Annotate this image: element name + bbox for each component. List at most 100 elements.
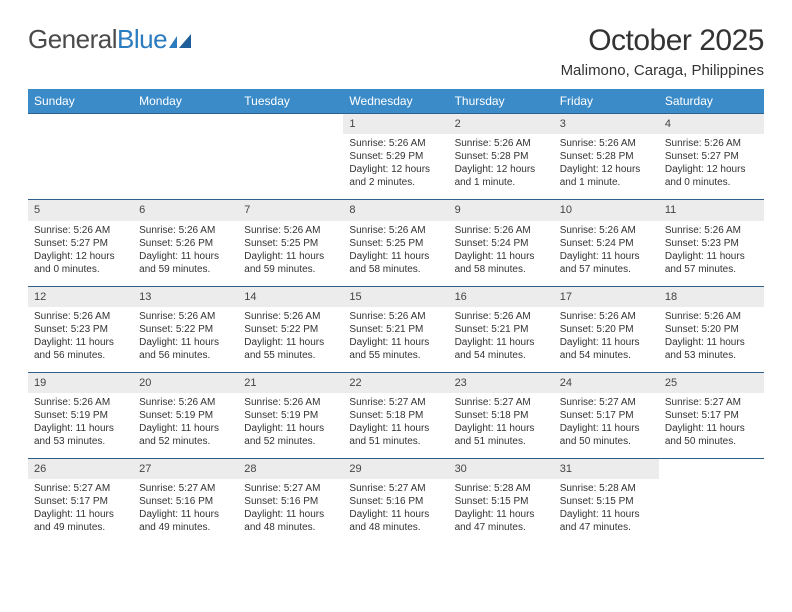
calendar-table: Sunday Monday Tuesday Wednesday Thursday…	[28, 89, 764, 544]
day-number: 27	[139, 463, 151, 475]
sunrise-text: Sunrise: 5:26 AM	[349, 310, 442, 323]
day-detail-cell	[659, 479, 764, 544]
day-number-cell: 20	[133, 372, 238, 393]
day-detail-row: Sunrise: 5:26 AMSunset: 5:23 PMDaylight:…	[28, 307, 764, 373]
daylight-text: Daylight: 11 hours and 57 minutes.	[560, 250, 653, 276]
daylight-text: Daylight: 11 hours and 47 minutes.	[455, 508, 548, 534]
day-number-cell: 1	[343, 114, 448, 135]
weekday-header: Sunday	[28, 89, 133, 114]
title-block: October 2025 Malimono, Caraga, Philippin…	[561, 24, 764, 79]
day-detail-cell: Sunrise: 5:26 AMSunset: 5:20 PMDaylight:…	[659, 307, 764, 373]
sunrise-text: Sunrise: 5:26 AM	[560, 310, 653, 323]
weekday-header: Wednesday	[343, 89, 448, 114]
sunset-text: Sunset: 5:29 PM	[349, 150, 442, 163]
day-number: 29	[349, 463, 361, 475]
day-number: 6	[139, 204, 145, 216]
sunrise-text: Sunrise: 5:27 AM	[34, 482, 127, 495]
sunset-text: Sunset: 5:24 PM	[455, 237, 548, 250]
sunset-text: Sunset: 5:25 PM	[244, 237, 337, 250]
sunrise-text: Sunrise: 5:26 AM	[244, 224, 337, 237]
day-detail-cell: Sunrise: 5:26 AMSunset: 5:28 PMDaylight:…	[554, 134, 659, 200]
sunset-text: Sunset: 5:16 PM	[139, 495, 232, 508]
daylight-text: Daylight: 11 hours and 56 minutes.	[34, 336, 127, 362]
sunset-text: Sunset: 5:17 PM	[560, 409, 653, 422]
day-number-cell: 11	[659, 200, 764, 221]
sail-icon	[169, 34, 191, 48]
sunset-text: Sunset: 5:16 PM	[244, 495, 337, 508]
weekday-header: Thursday	[449, 89, 554, 114]
day-number: 3	[560, 118, 566, 130]
day-detail-cell: Sunrise: 5:26 AMSunset: 5:24 PMDaylight:…	[554, 221, 659, 287]
sunrise-text: Sunrise: 5:27 AM	[665, 396, 758, 409]
day-number-cell: 7	[238, 200, 343, 221]
day-number: 28	[244, 463, 256, 475]
day-detail-row: Sunrise: 5:27 AMSunset: 5:17 PMDaylight:…	[28, 479, 764, 544]
day-detail-cell: Sunrise: 5:26 AMSunset: 5:22 PMDaylight:…	[238, 307, 343, 373]
month-title: October 2025	[561, 24, 764, 58]
daylight-text: Daylight: 11 hours and 53 minutes.	[34, 422, 127, 448]
daylight-text: Daylight: 12 hours and 1 minute.	[455, 163, 548, 189]
day-number-cell: 16	[449, 286, 554, 307]
daylight-text: Daylight: 11 hours and 58 minutes.	[455, 250, 548, 276]
day-number: 7	[244, 204, 250, 216]
sunrise-text: Sunrise: 5:26 AM	[560, 224, 653, 237]
day-detail-cell: Sunrise: 5:27 AMSunset: 5:16 PMDaylight:…	[238, 479, 343, 544]
day-detail-cell: Sunrise: 5:26 AMSunset: 5:27 PMDaylight:…	[28, 221, 133, 287]
day-detail-cell	[133, 134, 238, 200]
day-number-cell: 5	[28, 200, 133, 221]
sunrise-text: Sunrise: 5:28 AM	[455, 482, 548, 495]
daylight-text: Daylight: 12 hours and 1 minute.	[560, 163, 653, 189]
weekday-header: Friday	[554, 89, 659, 114]
daylight-text: Daylight: 11 hours and 50 minutes.	[665, 422, 758, 448]
day-number-cell: 23	[449, 372, 554, 393]
sunset-text: Sunset: 5:20 PM	[560, 323, 653, 336]
daylight-text: Daylight: 11 hours and 52 minutes.	[244, 422, 337, 448]
sunset-text: Sunset: 5:17 PM	[34, 495, 127, 508]
day-detail-cell: Sunrise: 5:27 AMSunset: 5:17 PMDaylight:…	[659, 393, 764, 459]
day-number: 5	[34, 204, 40, 216]
day-number-cell: 12	[28, 286, 133, 307]
day-detail-cell: Sunrise: 5:26 AMSunset: 5:23 PMDaylight:…	[28, 307, 133, 373]
sunrise-text: Sunrise: 5:26 AM	[34, 310, 127, 323]
calendar-body: 1234Sunrise: 5:26 AMSunset: 5:29 PMDayli…	[28, 114, 764, 545]
day-detail-cell: Sunrise: 5:27 AMSunset: 5:16 PMDaylight:…	[343, 479, 448, 544]
day-number-cell: 18	[659, 286, 764, 307]
day-number: 18	[665, 291, 677, 303]
sunset-text: Sunset: 5:21 PM	[455, 323, 548, 336]
sunset-text: Sunset: 5:28 PM	[455, 150, 548, 163]
calendar-page: GeneralBlue October 2025 Malimono, Carag…	[0, 0, 792, 564]
day-number-cell: 28	[238, 459, 343, 480]
sunrise-text: Sunrise: 5:27 AM	[139, 482, 232, 495]
day-number-cell: 8	[343, 200, 448, 221]
sunrise-text: Sunrise: 5:26 AM	[665, 224, 758, 237]
day-detail-cell: Sunrise: 5:26 AMSunset: 5:27 PMDaylight:…	[659, 134, 764, 200]
day-number: 2	[455, 118, 461, 130]
day-number-cell: 29	[343, 459, 448, 480]
daylight-text: Daylight: 11 hours and 59 minutes.	[139, 250, 232, 276]
daylight-text: Daylight: 11 hours and 49 minutes.	[139, 508, 232, 534]
day-number-cell	[133, 114, 238, 135]
sunrise-text: Sunrise: 5:28 AM	[560, 482, 653, 495]
sunrise-text: Sunrise: 5:26 AM	[244, 396, 337, 409]
day-number: 25	[665, 377, 677, 389]
day-number-cell: 19	[28, 372, 133, 393]
daylight-text: Daylight: 11 hours and 50 minutes.	[560, 422, 653, 448]
location: Malimono, Caraga, Philippines	[561, 62, 764, 79]
day-number: 13	[139, 291, 151, 303]
day-detail-cell: Sunrise: 5:26 AMSunset: 5:25 PMDaylight:…	[238, 221, 343, 287]
sunrise-text: Sunrise: 5:27 AM	[455, 396, 548, 409]
sunset-text: Sunset: 5:19 PM	[34, 409, 127, 422]
sunrise-text: Sunrise: 5:26 AM	[139, 224, 232, 237]
day-number-cell: 31	[554, 459, 659, 480]
day-number-cell: 14	[238, 286, 343, 307]
weekday-header: Tuesday	[238, 89, 343, 114]
day-number: 11	[665, 204, 676, 216]
daylight-text: Daylight: 12 hours and 2 minutes.	[349, 163, 442, 189]
daylight-text: Daylight: 11 hours and 58 minutes.	[349, 250, 442, 276]
sunrise-text: Sunrise: 5:26 AM	[139, 310, 232, 323]
day-detail-cell: Sunrise: 5:27 AMSunset: 5:18 PMDaylight:…	[449, 393, 554, 459]
sunrise-text: Sunrise: 5:26 AM	[455, 137, 548, 150]
daylight-text: Daylight: 11 hours and 59 minutes.	[244, 250, 337, 276]
day-number-cell: 25	[659, 372, 764, 393]
daylight-text: Daylight: 11 hours and 48 minutes.	[349, 508, 442, 534]
